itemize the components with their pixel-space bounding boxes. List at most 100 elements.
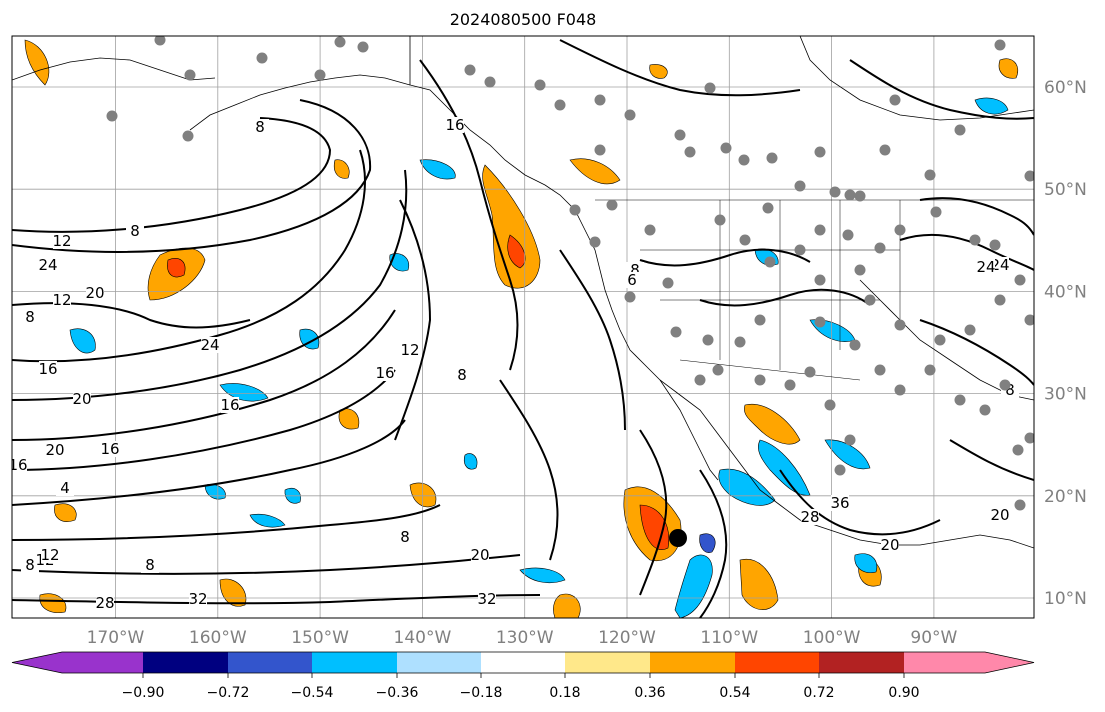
colorbar-extend-low [12, 652, 62, 673]
station-marker [670, 326, 682, 338]
colorbar-extend-high [985, 652, 1034, 673]
station-marker [934, 334, 946, 346]
contour-line [559, 249, 626, 431]
contour-label-bg [39, 257, 57, 273]
contour-label: 20 [72, 390, 91, 408]
station-marker [684, 146, 696, 158]
contour-label-bg [831, 495, 849, 511]
colorbar-tick-label: −0.36 [376, 685, 419, 701]
anomaly-patch [507, 234, 526, 269]
station-marker [766, 152, 778, 164]
colorbar-segment [819, 652, 904, 673]
station-marker [874, 242, 886, 254]
anomaly-patch [758, 439, 811, 496]
contour-label: 32 [477, 590, 496, 608]
contour-label: 16 [220, 396, 239, 414]
anomaly-patch [54, 503, 77, 522]
station-marker [1024, 170, 1034, 182]
anomaly-patch [553, 593, 581, 618]
contour-label: 8 [25, 308, 35, 326]
station-marker [594, 94, 606, 106]
station-marker [738, 154, 750, 166]
station-marker [704, 82, 716, 94]
longitude-label: 140°W [394, 628, 452, 648]
anomaly-patch [167, 258, 186, 278]
station-marker [594, 144, 606, 156]
station-marker [554, 99, 566, 111]
station-marker [844, 189, 856, 201]
station-marker [464, 64, 476, 76]
station-marker [804, 366, 816, 378]
station-marker [534, 79, 546, 91]
contour-label: 12 [400, 341, 419, 359]
contour-label: 24 [200, 336, 219, 354]
station-marker [889, 94, 901, 106]
colorbar-tick-label: 0.72 [803, 685, 834, 701]
anomaly-patch [333, 159, 350, 179]
anomaly-patch [739, 558, 779, 610]
station-marker [979, 404, 991, 416]
station-marker [754, 374, 766, 386]
contour-line [639, 429, 668, 596]
contour-line [899, 233, 1034, 271]
contour-label-bg [96, 595, 114, 611]
contour-label: 8 [1005, 381, 1015, 399]
contour-label-bg [396, 529, 414, 545]
anomaly-patch [569, 158, 621, 185]
station-marker [814, 224, 826, 236]
contour-label-bg [251, 119, 269, 135]
contour-label-bg [991, 507, 1009, 523]
colorbar-segment [904, 652, 985, 673]
station-marker [589, 236, 601, 248]
station-marker [924, 169, 936, 181]
station-marker [954, 124, 966, 136]
colorbar-tick-label: −0.72 [207, 685, 250, 701]
contour-label-bg [12, 457, 27, 473]
anomaly-patch [519, 567, 566, 583]
contour-label: 8 [457, 366, 467, 384]
station-marker [1024, 432, 1034, 444]
station-marker [954, 394, 966, 406]
anomaly-patch [249, 513, 286, 528]
contour-label-bg [881, 537, 899, 553]
colorbar-outline [11, 651, 1035, 674]
station-marker [184, 69, 196, 81]
longitude-label: 110°W [700, 628, 758, 648]
contour-label-bg [221, 397, 239, 413]
contour-line [12, 169, 408, 401]
contour-line [394, 199, 432, 441]
longitude-label: 150°W [291, 628, 349, 648]
contour-label-bg [39, 361, 57, 377]
contour-line [699, 288, 871, 307]
station-marker [734, 336, 746, 348]
longitude-label: 100°W [803, 628, 861, 648]
contour-label: 20 [45, 441, 64, 459]
longitude-labels: 170°W 160°W 150°W 140°W 130°W 120°W 110°W 100°W… [87, 628, 958, 648]
station-marker [712, 364, 724, 376]
contour-label: 36 [830, 494, 849, 512]
contour-label: 12 [52, 232, 71, 250]
colorbar-tick-label: −0.54 [291, 685, 334, 701]
contour-label: 8 [145, 556, 155, 574]
coastline [189, 74, 411, 131]
contour-label: 32 [188, 590, 207, 608]
latitude-label: 60°N [1044, 78, 1087, 98]
contour-line [779, 469, 941, 536]
station-marker [842, 229, 854, 241]
contour-label-bg [141, 557, 159, 573]
station-marker [999, 379, 1011, 391]
contour-line [949, 439, 1034, 481]
anomaly-patch [338, 408, 360, 430]
latitude-labels: 60°N 50°N 40°N 30°N 20°N 10°N [1044, 78, 1087, 609]
contour-line [12, 117, 332, 233]
station-marker [994, 294, 1006, 306]
contour-label-bg [53, 292, 71, 308]
contour-line [639, 248, 811, 267]
station-marker [720, 142, 732, 154]
station-marker [764, 256, 776, 268]
station-marker [334, 36, 346, 48]
colorbar-segment [481, 652, 565, 673]
contour-label: 4 [60, 479, 70, 497]
contour-label: 8 [25, 556, 35, 574]
